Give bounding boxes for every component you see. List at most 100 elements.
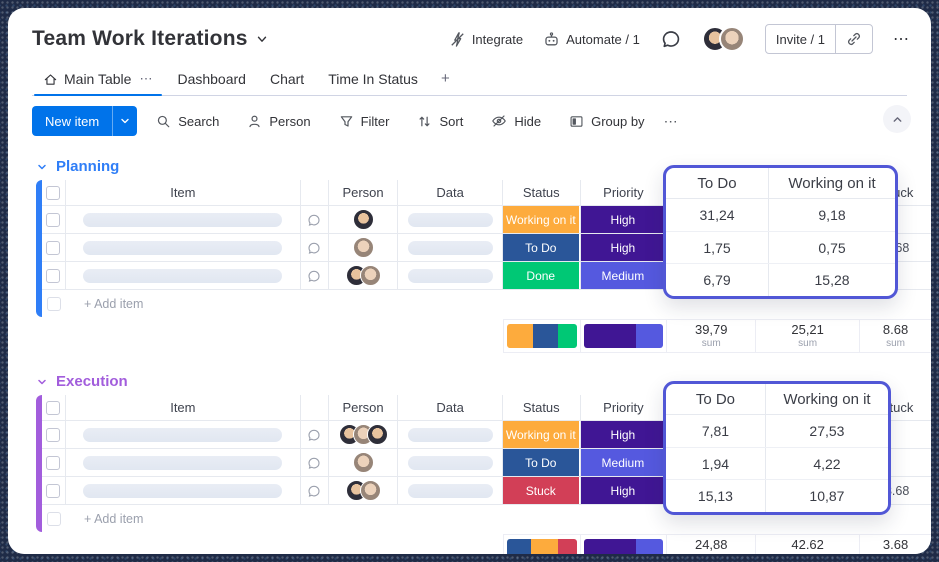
invite-button[interactable]: Invite / 1 (766, 25, 835, 53)
group-planning-title[interactable]: Planning (36, 158, 931, 175)
column-header-data[interactable]: Data (398, 180, 503, 205)
column-header-status[interactable]: Status (503, 395, 581, 420)
hide-button[interactable]: Hide (482, 106, 550, 136)
person-cell[interactable] (329, 206, 399, 233)
row-checkbox[interactable] (46, 212, 61, 227)
eye-off-icon (491, 113, 507, 129)
tab-dashboard[interactable]: Dashboard (166, 63, 257, 95)
item-cell[interactable] (66, 421, 301, 448)
copy-link-button[interactable] (835, 25, 872, 53)
sum-label: sum (701, 337, 721, 349)
column-header-person[interactable]: Person (329, 395, 399, 420)
priority-distribution-bar[interactable] (584, 324, 664, 348)
view-tabs: Main Table ⋯ Dashboard Chart Time In Sta… (32, 62, 907, 96)
open-conversation-button[interactable] (301, 477, 329, 504)
data-cell[interactable] (398, 421, 503, 448)
person-cell[interactable] (329, 449, 399, 476)
item-cell[interactable] (66, 234, 301, 261)
filter-button[interactable]: Filter (330, 106, 399, 136)
chevron-down-icon[interactable] (36, 161, 48, 173)
hide-label: Hide (514, 113, 542, 129)
priority-distribution-bar[interactable] (584, 539, 664, 554)
item-cell[interactable] (66, 206, 301, 233)
person-cell[interactable] (329, 262, 399, 289)
status-chip[interactable]: Working on it (502, 421, 580, 448)
tab-main-table[interactable]: Main Table ⋯ (32, 63, 164, 96)
group-by-label: Group by (591, 113, 645, 129)
select-all-checkbox[interactable] (46, 185, 61, 200)
data-cell[interactable] (398, 262, 503, 289)
tab-label: Chart (269, 71, 305, 87)
search-button[interactable]: Search (147, 106, 228, 136)
status-chip[interactable]: To Do (502, 449, 580, 476)
status-chip[interactable]: Done (502, 262, 580, 289)
column-header-priority[interactable]: Priority (581, 395, 668, 420)
tab-time-in-status[interactable]: Time In Status (317, 63, 429, 95)
add-view-button[interactable]: + (440, 70, 450, 87)
column-header-status[interactable]: Status (503, 180, 581, 205)
priority-chip[interactable]: High (580, 421, 667, 448)
column-header-person[interactable]: Person (329, 180, 399, 205)
board-members-avatars[interactable] (701, 26, 745, 52)
status-distribution-bar[interactable] (507, 324, 578, 348)
select-all-checkbox[interactable] (46, 400, 61, 415)
person-cell[interactable] (329, 421, 399, 448)
column-header-item[interactable]: Item (66, 180, 301, 205)
add-item-button[interactable]: + Add item (84, 511, 144, 526)
board-title[interactable]: Team Work Iterations (32, 27, 269, 51)
working-sum-cell: 42.62sum (755, 534, 861, 554)
status-chip[interactable]: To Do (502, 234, 580, 261)
row-checkbox[interactable] (46, 427, 61, 442)
data-cell[interactable] (398, 234, 503, 261)
open-conversation-button[interactable] (301, 262, 329, 289)
open-conversation-button[interactable] (301, 234, 329, 261)
collapse-toolbar-button[interactable] (883, 105, 911, 133)
board-toolbar: New item Search Person Filter (8, 96, 931, 140)
column-header-data[interactable]: Data (398, 395, 503, 420)
popover-header-working: Working on it (783, 390, 871, 408)
row-checkbox[interactable] (46, 268, 61, 283)
tab-options-icon[interactable]: ⋯ (139, 71, 154, 86)
integrate-button[interactable]: Integrate (449, 31, 523, 48)
column-header-priority[interactable]: Priority (581, 180, 668, 205)
priority-chip[interactable]: High (580, 206, 667, 233)
data-cell[interactable] (398, 206, 503, 233)
row-checkbox[interactable] (46, 455, 61, 470)
priority-chip[interactable]: Medium (580, 262, 667, 289)
board-menu-button[interactable]: ⋯ (893, 31, 911, 48)
chat-bubble-icon[interactable] (660, 28, 682, 50)
group-execution-title[interactable]: Execution (36, 373, 931, 390)
automate-button[interactable]: Automate / 1 (543, 31, 640, 48)
new-item-dropdown-button[interactable] (112, 106, 137, 136)
stuck-cell[interactable]: 3.68 (861, 477, 931, 504)
priority-chip[interactable]: High (580, 234, 667, 261)
data-cell[interactable] (398, 449, 503, 476)
person-filter-button[interactable]: Person (238, 106, 319, 136)
data-cell[interactable] (398, 477, 503, 504)
sort-button[interactable]: Sort (408, 106, 472, 136)
add-item-button[interactable]: + Add item (84, 296, 144, 311)
open-conversation-button[interactable] (301, 421, 329, 448)
toolbar-more-button[interactable]: ⋯ (663, 112, 680, 129)
row-checkbox[interactable] (46, 483, 61, 498)
row-checkbox[interactable] (46, 240, 61, 255)
group-by-button[interactable]: Group by (560, 106, 653, 136)
item-cell[interactable] (66, 477, 301, 504)
new-item-button[interactable]: New item (45, 113, 100, 129)
item-cell[interactable] (66, 262, 301, 289)
open-conversation-button[interactable] (301, 206, 329, 233)
chevron-down-icon[interactable] (36, 376, 48, 388)
popover-working-value: 9,18 (818, 206, 846, 223)
open-conversation-button[interactable] (301, 449, 329, 476)
status-chip[interactable]: Stuck (502, 477, 580, 504)
tab-chart[interactable]: Chart (259, 63, 315, 95)
status-distribution-bar[interactable] (507, 539, 578, 554)
priority-chip[interactable]: Medium (580, 449, 667, 476)
status-chip[interactable]: Working on it (502, 206, 580, 233)
item-cell[interactable] (66, 449, 301, 476)
working-sum-cell: 25,21 sum (755, 319, 861, 353)
person-cell[interactable] (329, 477, 399, 504)
column-header-item[interactable]: Item (66, 395, 301, 420)
priority-chip[interactable]: High (580, 477, 667, 504)
person-cell[interactable] (329, 234, 399, 261)
